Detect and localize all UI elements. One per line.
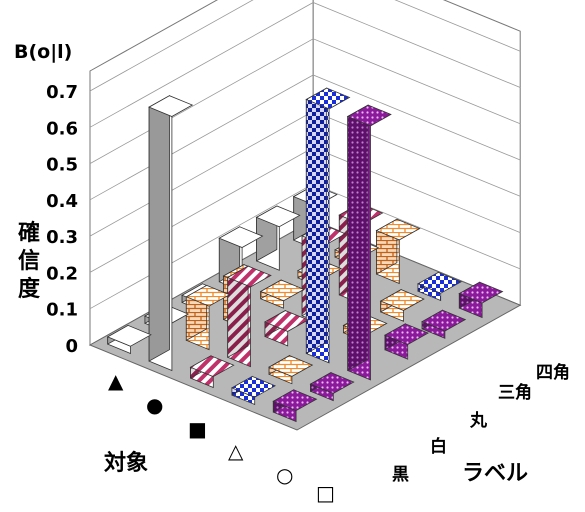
bar xyxy=(421,309,467,339)
bar xyxy=(416,271,463,302)
label-tick-label: 丸 xyxy=(469,410,488,431)
label-axis-title: ラベル xyxy=(462,461,528,486)
object-axis-title: 対象 xyxy=(104,450,148,476)
label-tick-label: 白 xyxy=(430,436,447,457)
y-axis-title-char-1: 確 xyxy=(18,220,40,246)
bar xyxy=(346,104,392,381)
bar xyxy=(272,389,318,423)
bar xyxy=(189,355,235,389)
object-tick-label: ■ xyxy=(188,417,207,441)
axis-labels: B(o|l) 確 信 度 対象 ラベル 0 0.1 0.2 0.3 0.4 0.5 0.6 0… xyxy=(14,41,570,505)
object-tick-label: ○ xyxy=(276,463,293,487)
bar xyxy=(255,205,301,271)
bar xyxy=(106,324,152,355)
z-tick-label: 0.1 xyxy=(46,300,78,321)
bar xyxy=(305,87,351,364)
gridline xyxy=(89,0,521,92)
z-tick-label: 0.2 xyxy=(46,263,78,284)
label-tick-label: 四角 xyxy=(536,362,570,383)
bar xyxy=(226,265,272,368)
z-tick-label: 0.7 xyxy=(46,82,78,103)
z-axis-title: B(o|l) xyxy=(14,41,72,63)
z-tick-label: 0.6 xyxy=(46,118,78,139)
bar xyxy=(268,354,314,385)
bar xyxy=(309,371,355,402)
label-tick-label: 三角 xyxy=(498,382,532,403)
object-tick-label: □ xyxy=(316,481,335,505)
bars xyxy=(106,87,504,423)
bar xyxy=(379,288,425,322)
bar xyxy=(185,284,231,351)
z-tick-label: 0.4 xyxy=(46,191,78,212)
bar xyxy=(458,281,504,319)
label-tick-label: 黒 xyxy=(392,465,409,485)
y-axis-title-char-3: 度 xyxy=(18,276,41,302)
bar xyxy=(259,279,305,309)
object-tick-label: ▲ xyxy=(108,369,124,393)
object-tick-label: △ xyxy=(228,439,244,463)
z-tick-label: 0.5 xyxy=(46,155,78,176)
y-axis-title-char-2: 信 xyxy=(18,248,40,274)
object-tick-label: ● xyxy=(146,393,163,417)
bar xyxy=(383,323,430,360)
bar xyxy=(375,218,421,285)
bar xyxy=(230,375,277,406)
z-tick-label: 0 xyxy=(65,336,78,357)
z-tick-label: 0.3 xyxy=(46,227,78,248)
bar xyxy=(148,95,194,372)
gridline xyxy=(89,2,521,128)
bar xyxy=(263,309,310,347)
